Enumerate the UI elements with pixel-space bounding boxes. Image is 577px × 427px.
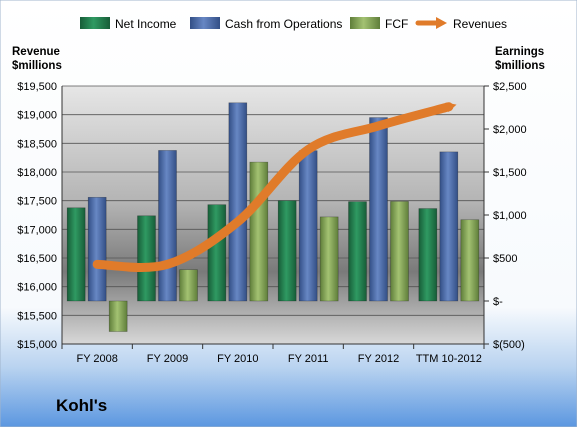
legend-swatch-cash-from-operations	[190, 17, 220, 29]
revenue-line	[92, 102, 457, 273]
right-tick-label: $500	[493, 253, 517, 265]
left-tick-label: $19,000	[17, 110, 57, 122]
bar-cash-from-operations	[158, 150, 177, 302]
bar-cash-from-operations	[439, 151, 459, 302]
grid-lines	[62, 85, 484, 345]
right-tick-label: $2,500	[493, 81, 527, 93]
x-tick-label: TTM 10-2012	[416, 353, 482, 365]
left-axis-title-line2: $millions	[12, 60, 62, 72]
right-axis-title-line2: $millions	[495, 60, 545, 72]
legend-label-revenues: Revenues	[453, 17, 507, 31]
x-tick-label: FY 2009	[147, 353, 188, 365]
bar-net-income	[277, 200, 297, 302]
bar-fcf	[460, 219, 480, 302]
x-tick-label: FY 2008	[76, 353, 117, 365]
x-tick-label: FY 2012	[358, 353, 399, 365]
revenue-series-line	[92, 102, 457, 273]
bar-cash-from-operations	[369, 117, 388, 302]
bar-fcf	[108, 300, 128, 332]
bar-net-income	[207, 204, 227, 302]
left-tick-label: $18,500	[17, 138, 57, 150]
right-tick-label: $1,000	[493, 210, 527, 222]
axes: $15,000 $15,500 $16,000 $16,500 $17,000 $17,5…	[17, 81, 526, 365]
legend-arrow-revenues	[436, 17, 447, 29]
left-tick-label: $17,000	[17, 224, 57, 236]
bar-net-income	[137, 215, 156, 302]
left-tick-label: $18,000	[17, 167, 57, 179]
right-tick-label: $-	[493, 296, 503, 308]
x-tick-label: FY 2011	[288, 353, 329, 365]
left-tick-label: $16,000	[17, 282, 57, 294]
bar-net-income	[348, 201, 367, 302]
right-tick-label: $1,500	[493, 167, 527, 179]
legend-swatch-net-income	[80, 17, 110, 29]
left-tick-label: $17,500	[17, 196, 57, 208]
legend-label-net-income: Net Income	[115, 17, 177, 31]
bar-net-income	[418, 208, 438, 302]
bar-fcf	[249, 161, 269, 302]
bar-fcf	[179, 269, 198, 302]
bar-cash-from-operations	[228, 102, 248, 302]
legend-label-cash-from-operations: Cash from Operations	[225, 17, 342, 31]
left-axis-title-line1: Revenue	[12, 46, 60, 58]
right-tick-label: $(500)	[493, 339, 525, 351]
right-axis-title-line1: Earnings	[495, 46, 544, 58]
legend-swatch-fcf	[350, 17, 380, 29]
bar-cash-from-operations	[87, 196, 107, 302]
x-tick-label: FY 2010	[217, 353, 258, 365]
company-title: Kohl's	[56, 396, 108, 415]
bar-cash-from-operations	[298, 150, 318, 302]
left-tick-label: $16,500	[17, 253, 57, 265]
legend-label-fcf: FCF	[385, 17, 408, 31]
left-tick-label: $19,500	[17, 81, 57, 93]
right-tick-label: $2,000	[493, 124, 527, 136]
bar-fcf	[319, 216, 339, 302]
left-tick-label: $15,000	[17, 339, 57, 351]
legend: Net Income Cash from Operations FCF Reve…	[80, 17, 507, 31]
bar-net-income	[66, 207, 86, 302]
bar-fcf	[390, 201, 409, 302]
left-tick-label: $15,500	[17, 310, 57, 322]
plot-area	[62, 86, 484, 344]
